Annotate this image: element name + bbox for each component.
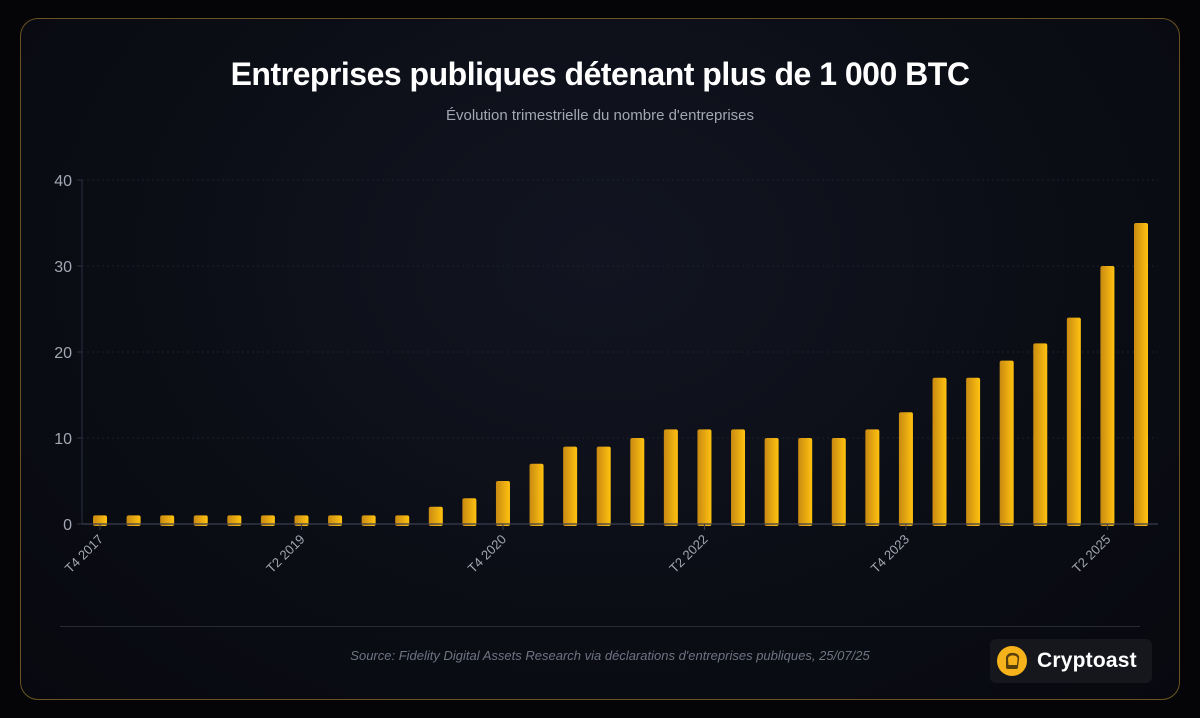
bar: [1134, 223, 1148, 526]
bar: [227, 515, 242, 526]
bar: [160, 515, 175, 526]
chart-title: Entreprises publiques détenant plus de 1…: [230, 56, 970, 92]
bar: [1066, 317, 1081, 526]
bar: [1100, 266, 1115, 526]
bar: [563, 446, 578, 526]
chart-subtitle: Évolution trimestrielle du nombre d'entr…: [445, 107, 754, 124]
y-tick-label: 10: [54, 431, 72, 448]
brand-name: Cryptoast: [1037, 649, 1137, 672]
bar: [999, 360, 1014, 526]
x-tick-label: T4 2020: [465, 532, 509, 576]
bar: [966, 377, 981, 526]
source-note: Source: Fidelity Digital Assets Research…: [350, 648, 870, 663]
bar: [260, 515, 275, 526]
bar: [764, 438, 779, 526]
bar: [731, 429, 746, 526]
bar: [596, 446, 611, 526]
bar: [328, 515, 343, 526]
x-tick-label: T2 2019: [263, 532, 307, 576]
bar: [93, 515, 107, 526]
x-tick-label: T2 2025: [1069, 532, 1113, 576]
bar: [697, 429, 712, 526]
bar: [462, 498, 477, 526]
y-tick-label: 40: [54, 173, 72, 190]
x-tick-label: T2 2022: [666, 532, 710, 576]
bar: [361, 515, 376, 526]
brand-badge: Cryptoast: [990, 639, 1152, 683]
bar: [630, 438, 645, 526]
x-tick-label: T4 2017: [62, 532, 106, 576]
bar: [865, 429, 880, 526]
bar: [1033, 343, 1048, 526]
y-tick-label: 0: [63, 517, 72, 534]
bar: [294, 515, 309, 526]
footer-divider: [60, 626, 1140, 627]
y-tick-label: 30: [54, 259, 72, 276]
bar: [428, 506, 443, 526]
bar: [663, 429, 678, 526]
bar: [798, 438, 813, 526]
grid-lines: [82, 179, 1158, 439]
cryptoast-logo-icon: [997, 646, 1027, 676]
y-axis: 0 10 20 30 40: [54, 173, 83, 534]
bar: [898, 412, 913, 526]
bar: [193, 515, 208, 526]
x-tick-label: T4 2023: [868, 532, 912, 576]
bar: [529, 463, 544, 526]
y-tick-label: 20: [54, 345, 72, 362]
bars: [93, 223, 1148, 526]
bar: [495, 481, 510, 526]
bar: [831, 438, 846, 526]
bar: [395, 515, 410, 526]
bar: [126, 515, 141, 526]
chart-card: [20, 18, 1180, 700]
x-axis: T4 2017 T2 2019 T4 2020 T2 2022 T4 2023 T2 20…: [62, 523, 1158, 576]
bar: [932, 377, 947, 526]
